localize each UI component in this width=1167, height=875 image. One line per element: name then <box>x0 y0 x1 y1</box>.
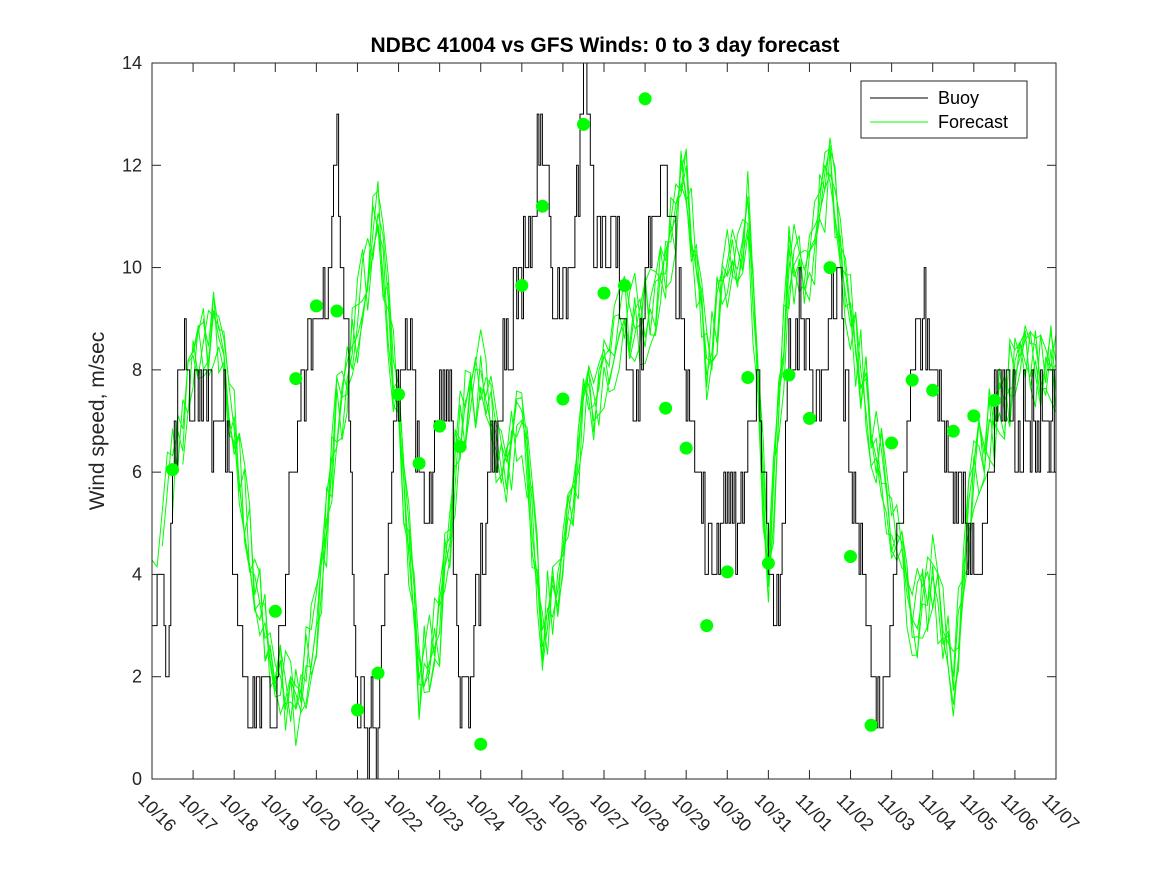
y-tick-label: 2 <box>132 667 142 687</box>
forecast-dot <box>823 261 837 275</box>
forecast-dot <box>679 441 693 455</box>
forecast-dot <box>803 411 816 425</box>
forecast-dot <box>782 368 796 382</box>
y-axis-label: Wind speed, m/sec <box>86 332 109 511</box>
y-axis-ticks: 0 2 4 6 8 10 12 14 <box>122 53 1056 789</box>
forecast-dot <box>309 299 323 313</box>
forecast-line <box>202 150 1057 718</box>
forecast-dot <box>371 666 385 680</box>
forecast-dot <box>885 436 899 450</box>
forecast-dot <box>741 371 755 384</box>
forecast-dot <box>577 117 590 131</box>
forecast-dot <box>638 92 652 106</box>
legend-box <box>860 80 1028 139</box>
forecast-dot <box>166 463 179 477</box>
forecast-dot <box>268 604 282 618</box>
chart-title: NDBC 41004 vs GFS Winds: 0 to 3 day fore… <box>371 34 840 57</box>
legend-buoy-label: Buoy <box>938 88 979 108</box>
forecast-dot <box>351 703 364 717</box>
axes-background <box>152 63 1056 779</box>
buoy-series-line <box>152 62 1057 780</box>
forecast-dot <box>289 372 303 386</box>
y-tick-label: 0 <box>132 769 142 789</box>
forecast-dot <box>905 373 919 387</box>
forecast-dot <box>720 565 734 579</box>
legend-forecast-label: Forecast <box>938 112 1008 132</box>
y-tick-label: 8 <box>132 360 142 380</box>
forecast-dot <box>535 199 549 213</box>
forecast-dot <box>987 394 1001 407</box>
forecast-dot <box>433 419 447 433</box>
forecast-dot <box>926 383 940 397</box>
y-tick-label: 14 <box>122 53 142 73</box>
y-tick-label: 12 <box>122 155 142 175</box>
forecast-dot <box>659 401 673 415</box>
forecast-dot <box>618 279 631 292</box>
y-tick-label: 4 <box>132 564 142 584</box>
forecast-dot <box>330 304 344 318</box>
forecast-dot <box>946 424 960 438</box>
forecast-dot <box>474 737 488 751</box>
forecast-dot <box>864 718 878 732</box>
forecast-dot <box>700 619 714 633</box>
forecast-dot <box>515 279 529 292</box>
forecast-dot <box>453 440 467 454</box>
forecast-dot <box>412 456 426 470</box>
forecast-dot <box>844 550 857 563</box>
forecast-dot <box>597 286 611 300</box>
forecast-dots <box>166 92 1001 751</box>
buoy-line <box>152 62 1057 780</box>
forecast-dot <box>761 556 775 570</box>
forecast-dot <box>967 409 981 423</box>
y-tick-label: 6 <box>132 462 142 482</box>
legend: Buoy Forecast <box>860 80 1028 139</box>
forecast-dot <box>556 392 570 406</box>
forecast-line <box>161 145 1057 710</box>
y-tick-label: 10 <box>122 258 142 278</box>
forecast-dot <box>392 387 405 401</box>
